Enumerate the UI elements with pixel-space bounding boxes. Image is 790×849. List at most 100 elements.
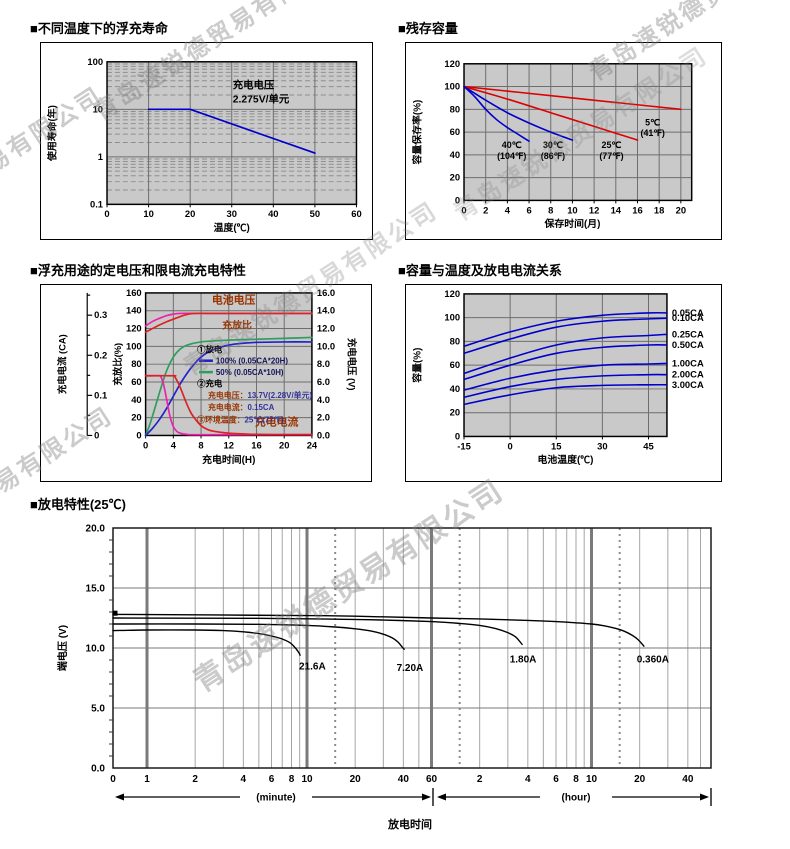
svg-text:20: 20 bbox=[131, 412, 141, 423]
svg-text:30: 30 bbox=[227, 208, 237, 219]
svg-text:20: 20 bbox=[676, 204, 686, 215]
residual-capacity-chart: 0 20 40 60 80 100 120 0 2 4 6 8 10 12 14 16 18 20 保存时间(月) 容… bbox=[410, 58, 693, 230]
svg-text:(104℉): (104℉) bbox=[497, 151, 526, 161]
svg-text:0.0: 0.0 bbox=[91, 764, 105, 775]
svg-text:20: 20 bbox=[279, 439, 289, 450]
svg-text:45: 45 bbox=[643, 440, 653, 451]
svg-text:20: 20 bbox=[450, 407, 460, 418]
svg-text:端电压 (V): 端电压 (V) bbox=[56, 625, 69, 671]
svg-text:6: 6 bbox=[269, 774, 275, 785]
svg-text:15.0: 15.0 bbox=[86, 584, 106, 595]
svg-text:40: 40 bbox=[450, 149, 460, 160]
svg-text:60: 60 bbox=[450, 359, 460, 370]
svg-text:0: 0 bbox=[136, 429, 141, 440]
svg-text:4: 4 bbox=[525, 774, 531, 785]
svg-text:7.20A: 7.20A bbox=[397, 663, 424, 674]
svg-text:80: 80 bbox=[450, 335, 460, 346]
svg-text:①放电: ①放电 bbox=[197, 344, 223, 354]
svg-text:4: 4 bbox=[241, 774, 247, 785]
svg-text:100: 100 bbox=[126, 340, 142, 351]
svg-text:0.05CA: 0.05CA bbox=[672, 307, 704, 318]
svg-text:充电电压：13.7V(2.28V/单元): 充电电压：13.7V(2.28V/单元) bbox=[208, 390, 312, 400]
svg-text:120: 120 bbox=[444, 288, 460, 299]
section-title-discharge: ■放电特性(25℃) bbox=[30, 497, 126, 512]
svg-text:保存时间(月): 保存时间(月) bbox=[543, 217, 600, 230]
svg-text:10: 10 bbox=[143, 208, 153, 219]
svg-text:充放比(%): 充放比(%) bbox=[112, 343, 123, 386]
capacity-temperature-chart-frame: 0 20 40 60 80 100 120 -15 0 15 30 45 电池温度(℃) 容量(%) 0.0… bbox=[405, 284, 722, 482]
svg-text:0.360A: 0.360A bbox=[637, 654, 669, 665]
svg-text:(minute): (minute) bbox=[256, 793, 295, 804]
svg-text:160: 160 bbox=[126, 287, 142, 298]
svg-text:2: 2 bbox=[192, 774, 198, 785]
svg-text:电池温度(℃): 电池温度(℃) bbox=[538, 453, 594, 466]
svg-text:充电电压 (V): 充电电压 (V) bbox=[347, 338, 358, 391]
svg-text:15: 15 bbox=[551, 440, 561, 451]
svg-text:10: 10 bbox=[301, 774, 313, 785]
svg-text:1: 1 bbox=[144, 774, 150, 785]
svg-text:2: 2 bbox=[477, 774, 483, 785]
discharge-characteristics-chart: 20.0 15.0 10.0 5.0 0.0 端电压 (V) 0 1 2 4 6 8 10 20 40 60 2… bbox=[56, 524, 712, 831]
charge-characteristics-chart-frame: 0 20 40 60 80 100 120 140 160 充放比(%) 0 0.1 0.2 0.3 充电电… bbox=[40, 284, 372, 482]
svg-text:2: 2 bbox=[483, 204, 488, 215]
svg-text:30: 30 bbox=[597, 440, 607, 451]
svg-text:2.00CA: 2.00CA bbox=[672, 369, 704, 380]
svg-text:100: 100 bbox=[87, 56, 103, 67]
svg-text:0: 0 bbox=[94, 429, 99, 440]
svg-text:1: 1 bbox=[98, 151, 103, 162]
section-title-float-life: ■不同温度下的浮充寿命 bbox=[30, 21, 168, 36]
svg-text:(86℉): (86℉) bbox=[541, 151, 565, 161]
svg-text:16: 16 bbox=[632, 204, 642, 215]
svg-text:100% (0.05CA*20H): 100% (0.05CA*20H) bbox=[216, 357, 288, 366]
svg-text:8: 8 bbox=[289, 774, 295, 785]
svg-text:0.10CA: 0.10CA bbox=[672, 312, 704, 323]
svg-text:12: 12 bbox=[589, 204, 599, 215]
svg-text:(77℉): (77℉) bbox=[599, 151, 623, 161]
svg-text:8: 8 bbox=[198, 439, 203, 450]
svg-text:80: 80 bbox=[131, 358, 141, 369]
svg-text:40℃: 40℃ bbox=[502, 140, 522, 150]
svg-text:20: 20 bbox=[634, 774, 646, 785]
svg-text:0: 0 bbox=[461, 204, 466, 215]
svg-text:放电时间: 放电时间 bbox=[387, 817, 432, 831]
svg-text:5.0: 5.0 bbox=[91, 704, 105, 715]
svg-text:1.00CA: 1.00CA bbox=[672, 357, 704, 368]
svg-text:14.0: 14.0 bbox=[317, 305, 335, 316]
svg-text:14: 14 bbox=[611, 204, 622, 215]
svg-text:充电电压: 充电电压 bbox=[233, 79, 275, 92]
svg-text:0: 0 bbox=[455, 430, 460, 441]
svg-text:16.0: 16.0 bbox=[317, 287, 335, 298]
svg-text:0: 0 bbox=[104, 208, 109, 219]
svg-text:24: 24 bbox=[307, 439, 318, 450]
svg-text:21.6A: 21.6A bbox=[299, 662, 326, 673]
svg-text:50% (0.05CA*10H): 50% (0.05CA*10H) bbox=[216, 368, 284, 377]
svg-text:120: 120 bbox=[444, 58, 460, 69]
svg-text:0.50CA: 0.50CA bbox=[672, 339, 704, 350]
svg-text:2.0: 2.0 bbox=[317, 412, 330, 423]
svg-text:容量保存率(%): 容量保存率(%) bbox=[410, 100, 423, 166]
svg-text:50: 50 bbox=[310, 208, 320, 219]
svg-text:3.00CA: 3.00CA bbox=[672, 379, 704, 390]
svg-text:20.0: 20.0 bbox=[86, 524, 106, 535]
svg-text:③环境温度：25℃(77℉): ③环境温度：25℃(77℉) bbox=[197, 415, 284, 425]
svg-text:0.3: 0.3 bbox=[94, 309, 107, 320]
svg-text:60: 60 bbox=[426, 774, 438, 785]
svg-text:40: 40 bbox=[682, 774, 694, 785]
svg-text:18: 18 bbox=[654, 204, 664, 215]
svg-text:0.2: 0.2 bbox=[94, 349, 107, 360]
svg-text:40: 40 bbox=[268, 208, 278, 219]
section-title-charge-characteristics: ■浮充用途的定电压和限电流充电特性 bbox=[30, 263, 246, 278]
svg-text:4: 4 bbox=[505, 204, 511, 215]
svg-text:40: 40 bbox=[131, 394, 141, 405]
svg-text:充放比: 充放比 bbox=[222, 319, 252, 332]
svg-text:30℃: 30℃ bbox=[543, 140, 563, 150]
charge-characteristics-chart: 020406080100120140160充放比(%)00.10.20.3充电电… bbox=[56, 287, 358, 466]
svg-text:(41℉): (41℉) bbox=[641, 128, 665, 138]
svg-text:12.0: 12.0 bbox=[317, 323, 335, 334]
svg-text:8: 8 bbox=[573, 774, 579, 785]
svg-text:容量(%): 容量(%) bbox=[410, 348, 423, 384]
svg-text:100: 100 bbox=[444, 81, 460, 92]
float-life-chart: 100 10 1 0.10 10 20 30 40 50 60 温度(℃) 使用寿命(年) 充电电压2.… bbox=[46, 56, 362, 234]
svg-text:80: 80 bbox=[450, 103, 460, 114]
